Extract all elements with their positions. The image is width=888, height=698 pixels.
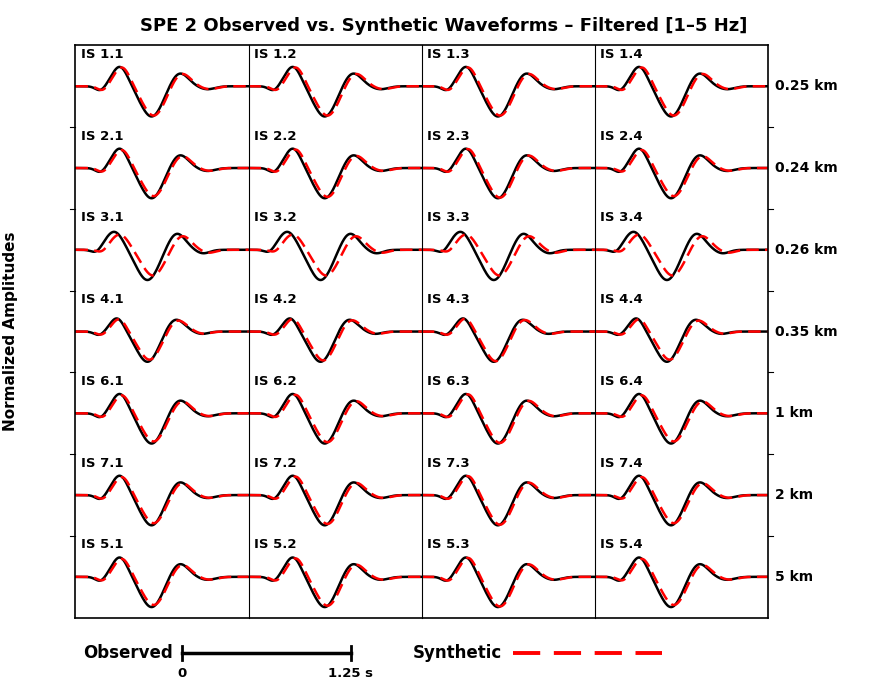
Text: IS 6.4: IS 6.4 [600,375,643,388]
Text: 5 km: 5 km [775,570,813,584]
Text: IS 7.4: IS 7.4 [600,456,643,470]
Text: 0: 0 [178,667,186,680]
Text: 0.35 km: 0.35 km [775,325,838,339]
Text: IS 2.1: IS 2.1 [81,130,123,142]
Text: IS 7.3: IS 7.3 [427,456,470,470]
Text: Normalized Amplitudes: Normalized Amplitudes [4,232,18,431]
Text: IS 4.1: IS 4.1 [81,293,123,306]
Text: IS 6.1: IS 6.1 [81,375,123,388]
Text: IS 5.4: IS 5.4 [600,538,643,551]
Text: 1.25 s: 1.25 s [329,667,373,680]
Text: IS 3.4: IS 3.4 [600,211,643,224]
Text: IS 4.2: IS 4.2 [254,293,297,306]
Text: IS 2.2: IS 2.2 [254,130,297,142]
Text: IS 6.2: IS 6.2 [254,375,297,388]
Text: IS 3.1: IS 3.1 [81,211,123,224]
Text: IS 3.2: IS 3.2 [254,211,297,224]
Text: IS 4.4: IS 4.4 [600,293,643,306]
Text: IS 4.3: IS 4.3 [427,293,470,306]
Text: IS 6.3: IS 6.3 [427,375,470,388]
Text: IS 5.2: IS 5.2 [254,538,297,551]
Text: 0.26 km: 0.26 km [775,243,838,257]
Text: Synthetic: Synthetic [412,644,502,662]
Text: IS 2.4: IS 2.4 [600,130,643,142]
Text: IS 1.2: IS 1.2 [254,48,297,61]
Text: 2 km: 2 km [775,488,813,502]
Text: IS 5.1: IS 5.1 [81,538,123,551]
Text: Observed: Observed [83,644,173,662]
Text: IS 1.3: IS 1.3 [427,48,470,61]
Text: IS 1.1: IS 1.1 [81,48,123,61]
Text: SPE 2 Observed vs. Synthetic Waveforms – Filtered [1–5 Hz]: SPE 2 Observed vs. Synthetic Waveforms –… [140,17,748,36]
Text: IS 7.1: IS 7.1 [81,456,123,470]
Text: IS 2.3: IS 2.3 [427,130,470,142]
Text: IS 7.2: IS 7.2 [254,456,297,470]
Text: 0.24 km: 0.24 km [775,161,838,175]
Text: 1 km: 1 km [775,406,813,420]
Text: IS 1.4: IS 1.4 [600,48,643,61]
Text: 0.25 km: 0.25 km [775,80,838,94]
Text: IS 3.3: IS 3.3 [427,211,470,224]
Text: IS 5.3: IS 5.3 [427,538,470,551]
